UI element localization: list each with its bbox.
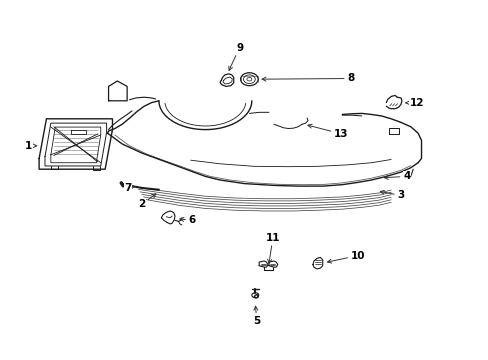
- Text: 13: 13: [307, 124, 348, 139]
- Text: 10: 10: [327, 251, 365, 263]
- Text: 8: 8: [262, 73, 354, 84]
- Text: 12: 12: [405, 98, 423, 108]
- Text: 5: 5: [253, 306, 260, 326]
- Text: 11: 11: [265, 233, 280, 263]
- Text: 7: 7: [124, 183, 135, 193]
- Text: 4: 4: [384, 171, 410, 181]
- Text: 2: 2: [138, 194, 156, 210]
- Text: 3: 3: [380, 190, 404, 201]
- Text: 1: 1: [25, 141, 37, 151]
- Text: 9: 9: [228, 42, 243, 70]
- Text: 6: 6: [180, 215, 195, 225]
